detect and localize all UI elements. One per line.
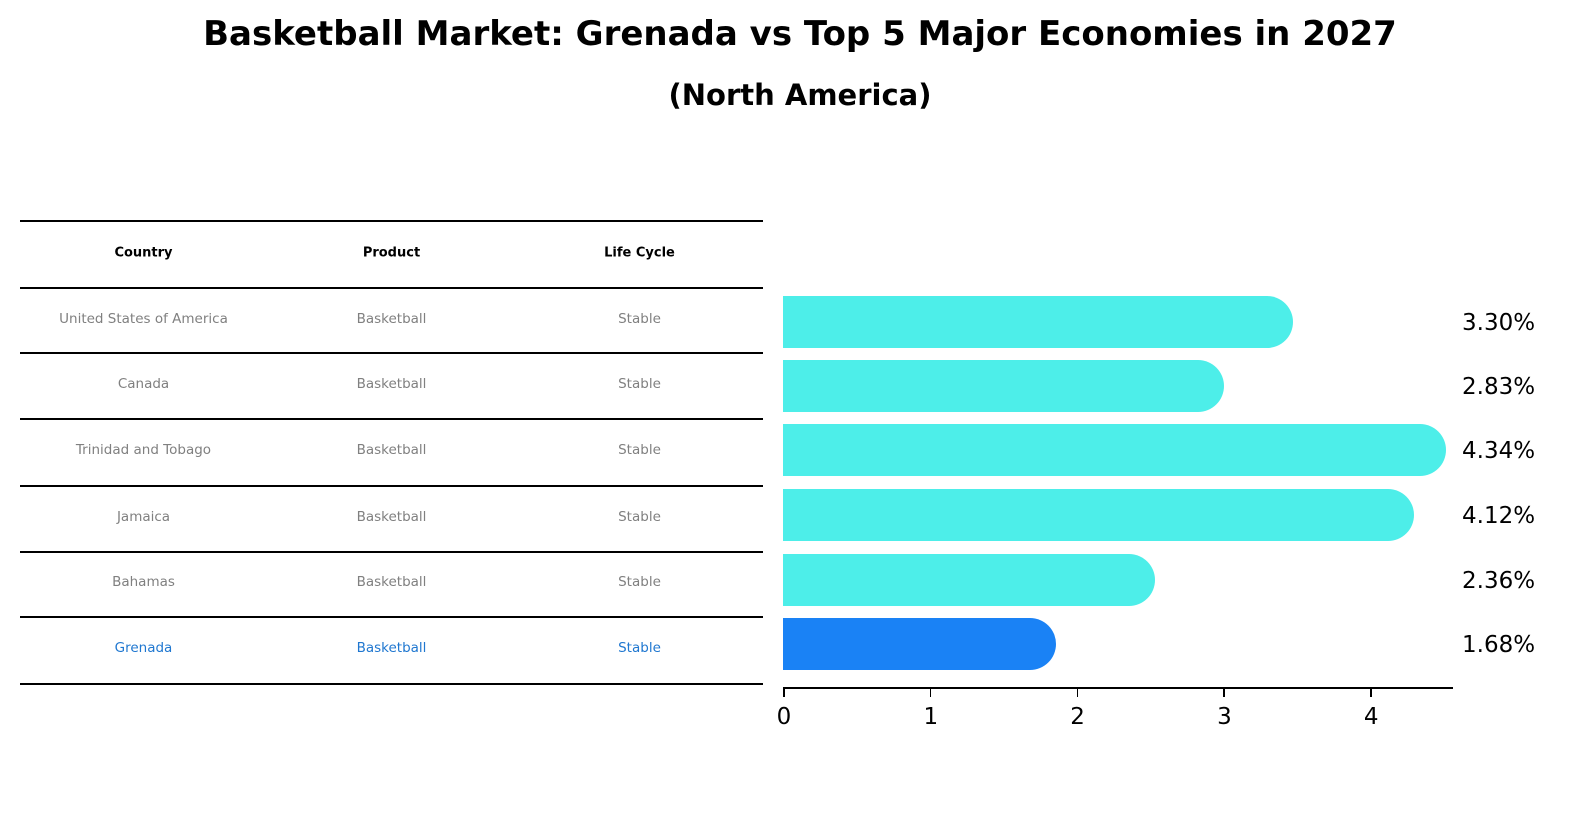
table-divider	[20, 616, 763, 618]
bar-plot-area	[783, 290, 1453, 688]
x-tick	[929, 689, 932, 697]
x-tick	[1076, 689, 1079, 697]
x-tick-label: 1	[923, 704, 939, 730]
column-header: Life Cycle	[604, 245, 675, 261]
table-cell: Stable	[618, 640, 661, 656]
value-label: 2.83%	[1462, 374, 1536, 400]
bar-grenada	[783, 618, 1056, 670]
table-divider	[20, 352, 763, 354]
table-divider	[20, 551, 763, 553]
column-header: Product	[362, 245, 421, 261]
x-tick	[1370, 689, 1372, 697]
table-cell: Bahamas	[112, 574, 175, 590]
table-cell: Stable	[618, 311, 661, 327]
bar-jamaica	[783, 489, 1414, 541]
table-divider	[20, 418, 763, 420]
x-tick	[1223, 689, 1225, 697]
x-tick-label: 3	[1217, 704, 1232, 730]
value-label: 4.34%	[1462, 438, 1536, 464]
table-cell: Basketball	[356, 442, 427, 458]
table-divider	[20, 220, 763, 222]
x-tick	[783, 689, 785, 697]
chart-subtitle: (North America)	[668, 78, 932, 112]
x-tick-label: 0	[776, 704, 792, 730]
bar-canada	[783, 360, 1225, 412]
chart-title: Basketball Market: Grenada vs Top 5 Majo…	[203, 14, 1397, 54]
table-cell: Basketball	[356, 574, 427, 590]
table-cell: Basketball	[356, 640, 427, 656]
table-cell: Grenada	[114, 640, 173, 656]
value-label: 1.68%	[1462, 632, 1536, 658]
table-cell: Basketball	[356, 311, 427, 327]
table-cell: Trinidad and Tobago	[75, 442, 212, 458]
table-divider	[20, 683, 763, 685]
table-cell: United States of America	[59, 311, 228, 327]
table-cell: Canada	[117, 376, 170, 392]
column-header: Country	[114, 245, 173, 261]
bar-trinidad-and-tobago	[783, 424, 1447, 476]
table-cell: Stable	[618, 442, 661, 458]
table-cell: Stable	[618, 376, 661, 392]
table-cell: Stable	[618, 509, 661, 525]
bar-united-states-of-america	[783, 296, 1294, 348]
table-divider	[20, 485, 763, 487]
value-label: 2.36%	[1462, 568, 1536, 594]
table-cell: Basketball	[356, 376, 427, 392]
table-cell: Jamaica	[116, 509, 171, 525]
table-divider	[20, 287, 763, 289]
value-label: 4.12%	[1462, 503, 1536, 529]
x-tick-label: 2	[1070, 704, 1085, 730]
table-cell: Stable	[618, 574, 661, 590]
value-label: 3.30%	[1462, 310, 1536, 336]
x-axis	[783, 687, 1453, 689]
bar-bahamas	[783, 554, 1156, 606]
x-tick-label: 4	[1363, 704, 1379, 730]
table-cell: Basketball	[356, 509, 427, 525]
